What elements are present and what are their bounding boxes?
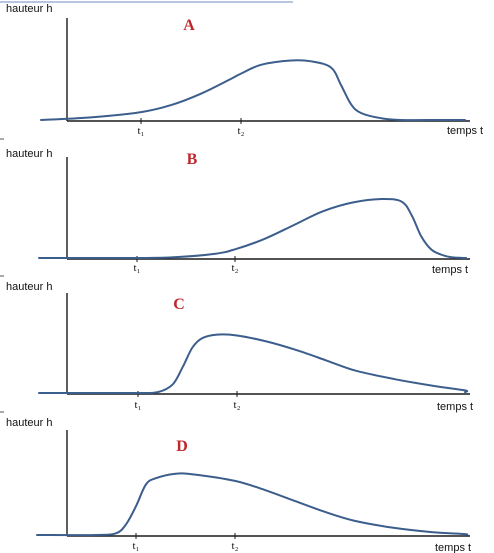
y-axis-label: hauteur h [6, 417, 52, 429]
chart-panel-c: t₁ t₂ hauteur h temps t C [6, 281, 473, 413]
x-tick-label: t₁ [133, 540, 140, 552]
x-tick-label: t₂ [238, 125, 245, 137]
series-line [38, 197, 468, 260]
x-axis-label: temps t [432, 264, 468, 276]
x-tick-label: t₂ [232, 262, 239, 274]
panel-letter: B [187, 151, 198, 168]
series-line [40, 59, 466, 122]
series-line [36, 472, 469, 537]
x-tick-label: t₁ [135, 399, 142, 411]
x-tick-label: t₁ [138, 125, 145, 137]
x-axis-label: temps t [447, 125, 483, 137]
x-tick-label: t₁ [134, 262, 141, 274]
panel-letter: A [183, 17, 195, 34]
chart-panel-a: t₁ t₂ hauteur h temps t A [6, 3, 483, 137]
panel-letter: D [176, 438, 188, 455]
x-tick-label: t₂ [234, 399, 241, 411]
chart-panel-b: t₁ t₂ hauteur h temps t B [6, 148, 470, 276]
x-axis-label: temps t [437, 401, 473, 413]
y-axis-label: hauteur h [6, 148, 52, 160]
y-axis-label: hauteur h [6, 281, 52, 293]
x-tick-label: t₂ [232, 540, 239, 552]
panel-letter: C [173, 296, 185, 313]
chart-panel-d: t₁ t₂ hauteur h temps t D [6, 417, 471, 553]
y-axis-label: hauteur h [6, 3, 52, 15]
x-axis-label: temps t [435, 542, 471, 553]
series-line [38, 333, 469, 395]
